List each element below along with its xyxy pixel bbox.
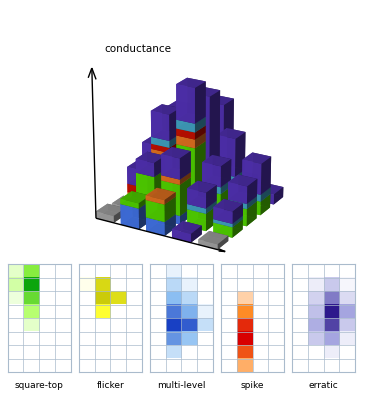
Text: square-top: square-top [15,381,64,390]
Text: flicker: flicker [96,381,124,390]
Text: erratic: erratic [309,381,338,390]
Text: spike: spike [241,381,264,390]
Text: multi-level: multi-level [157,381,206,390]
